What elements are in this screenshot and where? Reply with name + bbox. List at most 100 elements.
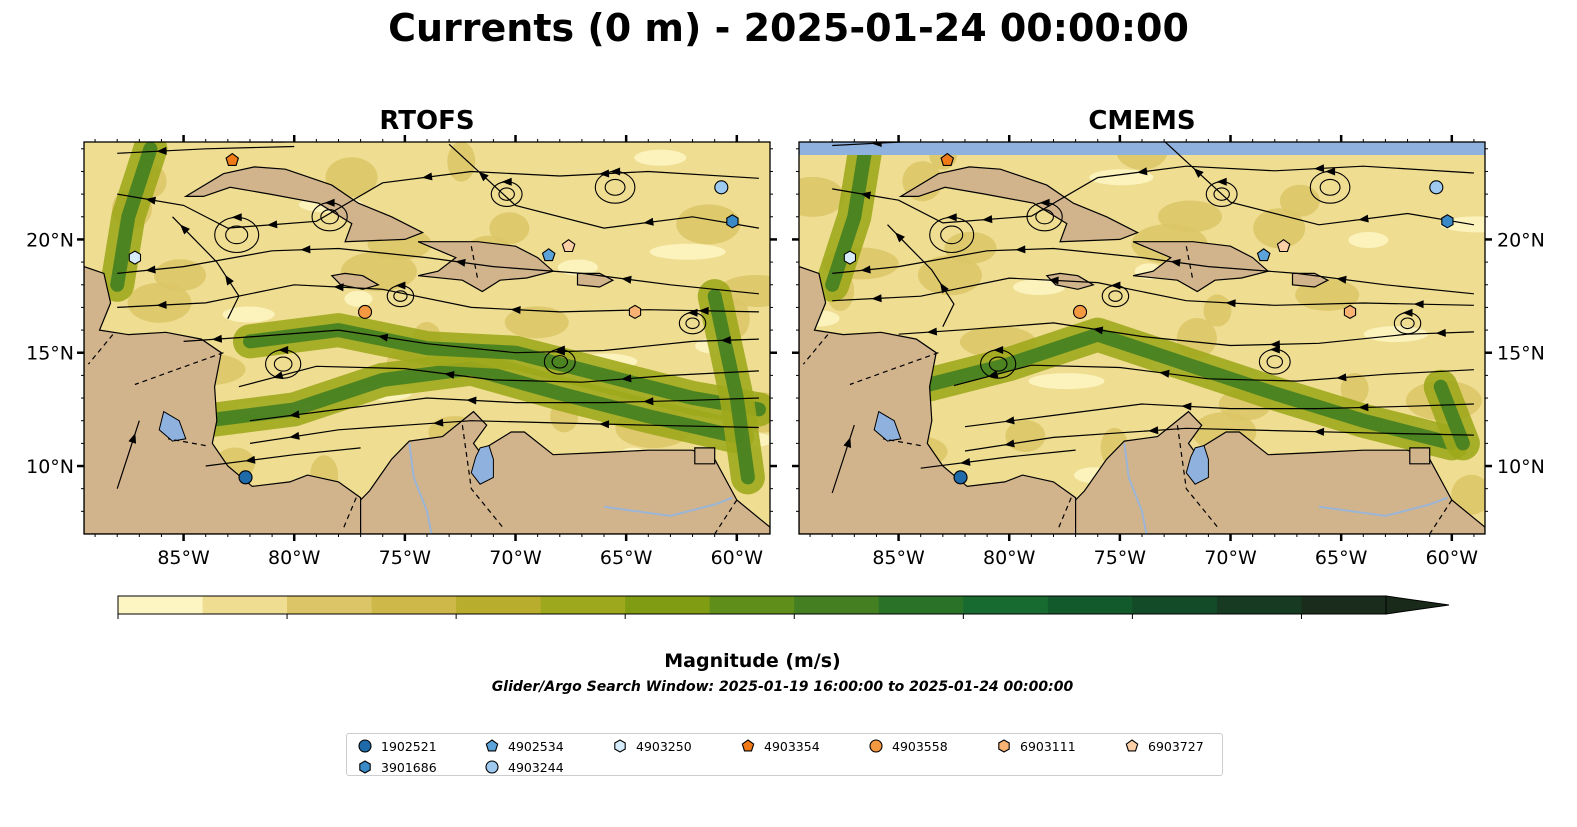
legend-item-4903354: 4903354: [740, 738, 820, 754]
lat-tick-label: 20°N: [26, 229, 74, 251]
legend-symbol: [485, 760, 499, 774]
streamline: [920, 449, 1076, 469]
flow-arrow: [871, 294, 882, 303]
colorbar-segment: [287, 596, 373, 614]
flow-arrow: [1336, 373, 1347, 382]
flow-arrow: [1004, 416, 1015, 425]
magnitude-patch: [154, 259, 207, 292]
colorbar-extend-arrow: [1385, 595, 1450, 615]
panel-title-cmems: CMEMS: [1088, 106, 1196, 136]
flow-arrow: [860, 265, 871, 274]
magnitude-patch: [1013, 279, 1066, 296]
lat-tick-label: 10°N: [26, 456, 74, 478]
search-window-text: Glider/Argo Search Window: 2025-01-19 16…: [491, 679, 1074, 695]
legend-item-4902534: 4902534: [484, 738, 564, 754]
country-border: [1185, 246, 1194, 281]
flow-arrow: [599, 420, 610, 429]
flow-arrow: [720, 336, 731, 345]
river-magdalena: [1123, 443, 1148, 534]
country-border: [882, 438, 921, 447]
magnitude-patch: [634, 149, 687, 166]
legend-marker-icon: [614, 739, 626, 753]
flow-arrow: [225, 274, 234, 286]
current-jet-core: [110, 361, 744, 444]
eddy-streamline: [320, 209, 339, 225]
flow-arrow: [1039, 198, 1050, 207]
streamline: [964, 403, 1474, 428]
lon-tick-label: 70°W: [1204, 547, 1257, 569]
flow-arrow: [245, 455, 256, 464]
flow-arrow: [1325, 167, 1336, 176]
flow-arrow: [1269, 340, 1280, 349]
flow-arrow: [510, 305, 521, 314]
current-jet-core: [825, 142, 873, 292]
streamline: [831, 424, 855, 494]
colorbar-segment: [1301, 596, 1387, 614]
lon-tick-label: 70°W: [489, 547, 542, 569]
land-centralAmerica: [84, 265, 364, 534]
land-southAmerica: [360, 410, 770, 534]
flow-arrow: [621, 275, 632, 284]
eddy-streamline: [988, 356, 1008, 372]
country-border: [342, 497, 357, 530]
flow-arrow: [940, 282, 949, 294]
legend-item-3901686: 3901686: [357, 759, 437, 775]
flow-arrow: [1004, 439, 1015, 448]
colorbar-segment: [1132, 596, 1218, 614]
legend-label: 4903244: [508, 759, 564, 775]
lat-tick-label: 15°N: [1497, 343, 1545, 365]
platform-marker-4902534: [1256, 248, 1271, 262]
flow-arrow: [1358, 403, 1369, 412]
eddy-streamline: [604, 178, 626, 196]
land-hispaniola: [417, 241, 555, 293]
magnitude-patch: [986, 302, 1051, 327]
legend-label: 4903250: [636, 738, 692, 754]
flow-arrow: [1015, 245, 1026, 254]
eddy-streamline: [1213, 187, 1230, 201]
magnitude-patch: [272, 220, 349, 245]
colorbar-label: Magnitude (m/s): [664, 650, 841, 672]
magnitude-patch: [325, 157, 378, 198]
eddy-streamline: [685, 317, 700, 330]
legend-label: 6903727: [1148, 738, 1204, 754]
eddy-streamline: [225, 225, 249, 245]
legend-item-4903250: 4903250: [612, 738, 692, 754]
legend-item-4903558: 4903558: [868, 738, 948, 754]
colorbar-segment: [456, 596, 542, 614]
country-border: [1429, 499, 1453, 534]
platform-marker-4903250: [843, 250, 857, 265]
land-trinidad: [1409, 447, 1431, 465]
eddy-streamline: [1108, 290, 1123, 302]
streamline: [183, 329, 759, 354]
flow-arrow: [554, 345, 565, 354]
legend-marker-icon: [869, 739, 883, 753]
flow-arrow: [843, 437, 852, 448]
flow-arrow: [621, 374, 632, 383]
country-border: [714, 499, 738, 534]
magnitude-patch: [1031, 396, 1060, 421]
river-orinoco: [1318, 496, 1448, 517]
flow-arrow: [1092, 326, 1104, 335]
flow-arrow: [946, 213, 957, 222]
flow-arrow: [300, 245, 311, 254]
legend-label: 1902521: [381, 738, 437, 754]
eddy-streamline: [393, 290, 408, 302]
flow-arrow: [333, 283, 344, 292]
legend-symbol: [359, 760, 371, 774]
eddy-streamline: [1035, 209, 1054, 225]
streamline: [249, 420, 759, 444]
magnitude-patch: [944, 231, 997, 264]
flow-arrow: [1159, 369, 1170, 378]
magnitude-patch: [1451, 474, 1485, 515]
land-hispaniola: [1132, 241, 1270, 293]
magnitude-patch: [180, 235, 221, 260]
flow-arrow: [960, 457, 971, 466]
current-jet-core: [707, 289, 755, 485]
country-border: [802, 334, 829, 365]
lon-tick-label: 65°W: [600, 547, 653, 569]
magnitude-patch: [799, 176, 845, 217]
platform-marker-1902521: [238, 470, 253, 485]
country-border: [849, 352, 939, 386]
flow-arrow: [1402, 308, 1413, 317]
legend-marker-icon: [485, 739, 499, 752]
